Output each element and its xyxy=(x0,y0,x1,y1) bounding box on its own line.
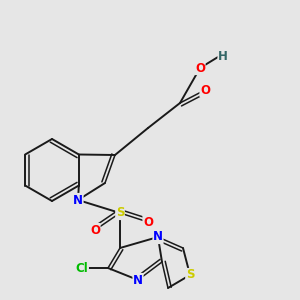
Text: H: H xyxy=(218,50,228,64)
Text: N: N xyxy=(133,274,143,286)
Text: O: O xyxy=(195,61,205,74)
Text: Cl: Cl xyxy=(76,262,88,275)
Text: O: O xyxy=(143,215,153,229)
Text: N: N xyxy=(73,194,83,206)
Text: S: S xyxy=(116,206,124,220)
Text: O: O xyxy=(90,224,100,236)
Text: S: S xyxy=(186,268,194,281)
Text: N: N xyxy=(153,230,163,244)
Text: O: O xyxy=(200,83,210,97)
